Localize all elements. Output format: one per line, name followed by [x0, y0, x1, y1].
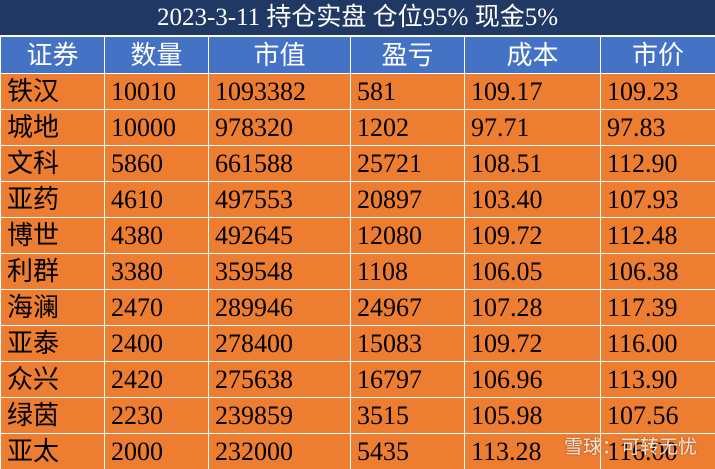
value-cell: 278400	[208, 325, 351, 362]
value-cell: 12080	[350, 217, 465, 254]
value-cell: 20897	[350, 181, 465, 218]
security-cell: 亚药	[0, 181, 105, 218]
value-cell: 2000	[104, 433, 209, 469]
data-row: 亚泰 2400 278400 15083 109.72 116.00	[0, 325, 715, 362]
value-cell: 108.51	[464, 145, 601, 182]
value-cell: 2400	[104, 325, 209, 362]
value-cell: 661588	[208, 145, 351, 182]
value-cell: 116.00	[600, 325, 715, 362]
value-cell: 497553	[208, 181, 351, 218]
value-cell: 106.05	[464, 253, 601, 290]
value-cell: 1202	[350, 109, 465, 146]
data-row: 利群 3380 359548 1108 106.05 106.38	[0, 253, 715, 290]
value-cell: 2420	[104, 361, 209, 398]
value-cell: 1108	[350, 253, 465, 290]
data-row: 铁汉 10010 1093382 581 109.17 109.23	[0, 73, 715, 110]
security-cell: 城地	[0, 109, 105, 146]
value-cell: 103.40	[464, 181, 601, 218]
value-cell: 581	[350, 73, 465, 110]
value-cell: 239859	[208, 397, 351, 434]
value-cell: 107.93	[600, 181, 715, 218]
value-cell: 109.23	[600, 73, 715, 110]
value-cell: 117.39	[600, 289, 715, 326]
security-cell: 博世	[0, 217, 105, 254]
value-cell: 109.17	[464, 73, 601, 110]
value-cell: 492645	[208, 217, 351, 254]
value-cell: 113.28	[464, 433, 601, 469]
value-cell: 25721	[350, 145, 465, 182]
value-cell: 107.56	[600, 397, 715, 434]
data-row: 文科 5860 661588 25721 108.51 112.90	[0, 145, 715, 182]
value-cell: 289946	[208, 289, 351, 326]
security-cell: 亚泰	[0, 325, 105, 362]
security-cell: 铁汉	[0, 73, 105, 110]
value-cell: 97.83	[600, 109, 715, 146]
data-row: 博世 4380 492645 12080 109.72 112.48	[0, 217, 715, 254]
value-cell: 107.28	[464, 289, 601, 326]
value-cell: 3380	[104, 253, 209, 290]
value-cell: 1093382	[208, 73, 351, 110]
value-cell: 275638	[208, 361, 351, 398]
value-cell: 232000	[208, 433, 351, 469]
value-cell: 112.90	[600, 145, 715, 182]
value-cell: 978320	[208, 109, 351, 146]
value-cell: 10000	[104, 109, 209, 146]
value-cell: 2230	[104, 397, 209, 434]
header-row: 证券 数量 市值 盈亏 成本 市价	[0, 36, 715, 74]
value-cell: 105.98	[464, 397, 601, 434]
header-cell: 数量	[104, 36, 209, 74]
value-cell: 112.48	[600, 217, 715, 254]
value-cell: 5435	[350, 433, 465, 469]
security-cell: 绿茵	[0, 397, 105, 434]
security-cell: 文科	[0, 145, 105, 182]
value-cell: 15083	[350, 325, 465, 362]
value-cell: 106.38	[600, 253, 715, 290]
watermark: 雪球：可转无忧	[563, 436, 697, 458]
value-cell: 4610	[104, 181, 209, 218]
table-body: 证券 数量 市值 盈亏 成本 市价 铁汉 10010 1093382 581 109.17 109.2…	[0, 36, 715, 469]
data-row: 亚药 4610 497553 20897 103.40 107.93	[0, 181, 715, 218]
data-row: 众兴 2420 275638 16797 106.96 113.90	[0, 361, 715, 398]
value-cell: 24967	[350, 289, 465, 326]
value-cell: 97.71	[464, 109, 601, 146]
value-cell: 106.96	[464, 361, 601, 398]
value-cell: 116.00	[600, 433, 715, 469]
header-cell: 市值	[208, 36, 351, 74]
value-cell: 5860	[104, 145, 209, 182]
value-cell: 109.72	[464, 325, 601, 362]
value-cell: 2470	[104, 289, 209, 326]
security-cell: 利群	[0, 253, 105, 290]
table-title: 2023-3-11 持仓实盘 仓位95% 现金5%	[0, 0, 715, 36]
data-row: 绿茵 2230 239859 3515 105.98 107.56	[0, 397, 715, 434]
data-row: 海澜 2470 289946 24967 107.28 117.39	[0, 289, 715, 326]
data-row: 亚太 2000 232000 5435 113.28 116.00	[0, 433, 715, 469]
security-cell: 亚太	[0, 433, 105, 469]
value-cell: 4380	[104, 217, 209, 254]
data-row: 城地 10000 978320 1202 97.71 97.83	[0, 109, 715, 146]
header-cell: 盈亏	[350, 36, 465, 74]
security-cell: 众兴	[0, 361, 105, 398]
value-cell: 113.90	[600, 361, 715, 398]
header-cell: 成本	[464, 36, 601, 74]
value-cell: 109.72	[464, 217, 601, 254]
security-cell: 海澜	[0, 289, 105, 326]
holdings-table: 证券 数量 市值 盈亏 成本 市价 铁汉 10010 1093382 581 109.17 109.2…	[0, 36, 715, 469]
header-cell: 证券	[0, 36, 105, 74]
value-cell: 10010	[104, 73, 209, 110]
header-cell: 市价	[600, 36, 715, 74]
value-cell: 359548	[208, 253, 351, 290]
value-cell: 3515	[350, 397, 465, 434]
value-cell: 16797	[350, 361, 465, 398]
